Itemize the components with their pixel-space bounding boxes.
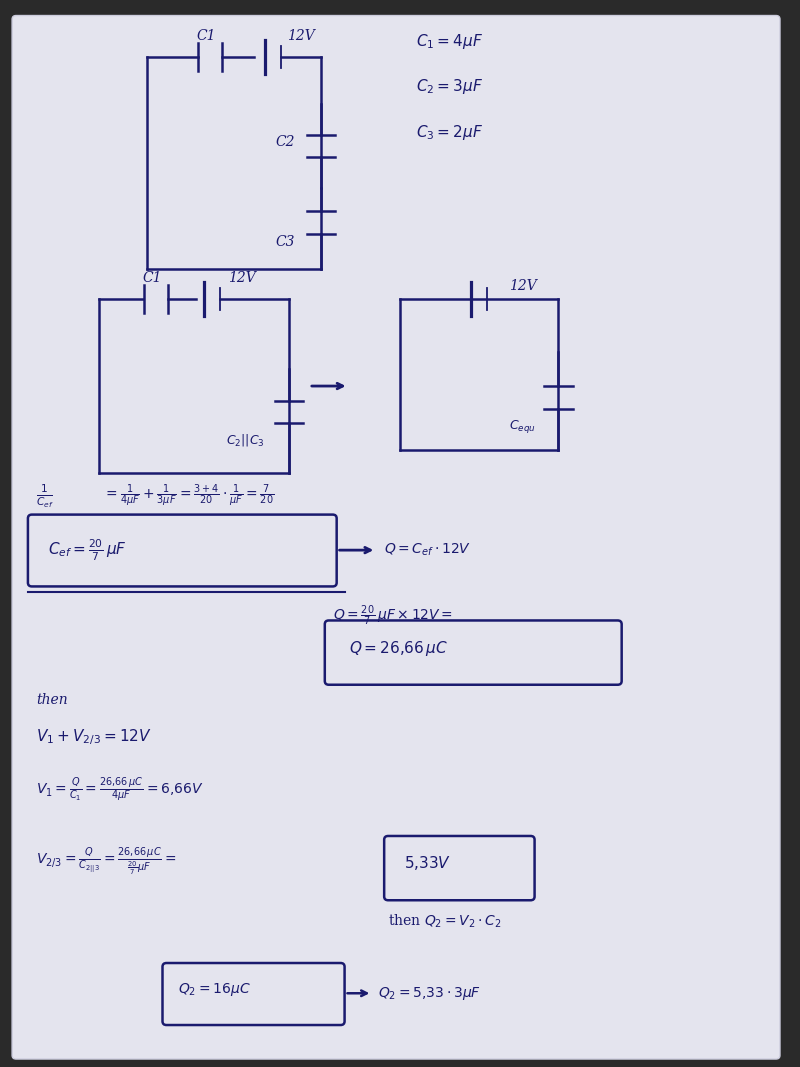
Text: C1: C1 [196, 30, 216, 44]
Text: $Q_2 = 5{,}33 \cdot 3\mu F$: $Q_2 = 5{,}33 \cdot 3\mu F$ [378, 985, 481, 1002]
Text: $C_{ef} = \frac{20}{7}\,\mu F$: $C_{ef} = \frac{20}{7}\,\mu F$ [48, 538, 126, 563]
Text: $C_2||C_3$: $C_2||C_3$ [226, 432, 265, 448]
Text: then $Q_2 = V_2 \cdot C_2$: then $Q_2 = V_2 \cdot C_2$ [388, 912, 502, 929]
Text: C2: C2 [275, 136, 295, 149]
Text: 12V: 12V [509, 278, 537, 293]
Text: $\frac{1}{C_{ef}}$: $\frac{1}{C_{ef}}$ [36, 482, 54, 510]
Text: C1: C1 [142, 271, 162, 286]
Text: $V_1 + V_{2/3} = 12V$: $V_1 + V_{2/3} = 12V$ [36, 727, 152, 747]
Text: $= \frac{1}{4\mu F} + \frac{1}{3\mu F} = \frac{3+4}{20} \cdot \frac{1}{\mu F} = : $= \frac{1}{4\mu F} + \frac{1}{3\mu F} =… [103, 483, 274, 509]
Text: $C_{equ}$: $C_{equ}$ [510, 418, 536, 435]
Text: $Q = 26{,}66\,\mu C$: $Q = 26{,}66\,\mu C$ [349, 639, 448, 658]
Text: $V_1 = \frac{Q}{C_1} = \frac{26{,}66\,\mu C}{4\mu F} = 6{,}66V$: $V_1 = \frac{Q}{C_1} = \frac{26{,}66\,\m… [36, 776, 203, 805]
Text: $V_{2/3} = \frac{Q}{C_{2||3}} = \frac{26{,}66\,\mu C}{\frac{20}{7}\mu F} = $: $V_{2/3} = \frac{Q}{C_{2||3}} = \frac{26… [36, 846, 176, 878]
Text: C3: C3 [275, 236, 295, 250]
Text: then: then [36, 692, 67, 706]
Text: $C_1 = 4\mu F$: $C_1 = 4\mu F$ [416, 32, 483, 51]
Text: $C_3 = 2\mu F$: $C_3 = 2\mu F$ [416, 123, 483, 142]
FancyBboxPatch shape [12, 16, 780, 1060]
Text: 12V: 12V [228, 271, 255, 286]
Text: $C_2 = 3\mu F$: $C_2 = 3\mu F$ [416, 77, 483, 96]
Text: $Q_2 = 16\mu C$: $Q_2 = 16\mu C$ [178, 982, 251, 999]
Text: $Q = C_{ef} \cdot 12V$: $Q = C_{ef} \cdot 12V$ [384, 542, 471, 558]
Text: $Q = \frac{20}{7}\,\mu F \times 12V =$: $Q = \frac{20}{7}\,\mu F \times 12V =$ [333, 604, 453, 628]
Text: 12V: 12V [287, 30, 315, 44]
Text: $5{,}33V$: $5{,}33V$ [404, 855, 451, 873]
